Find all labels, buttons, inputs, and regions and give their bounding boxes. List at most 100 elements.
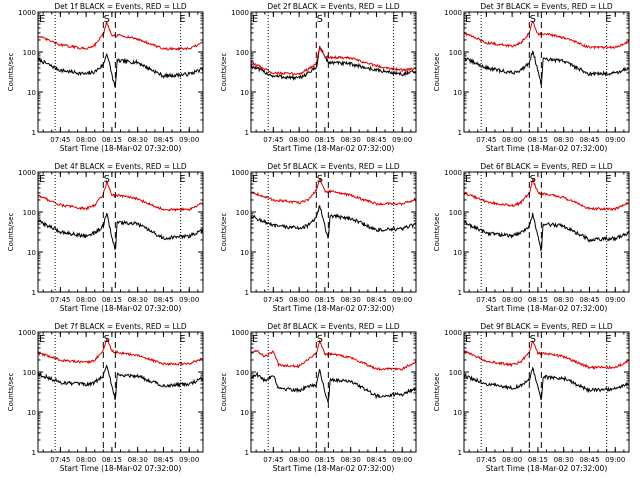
y-tick-label: 10 xyxy=(453,249,462,257)
y-axis-label: Counts/sec xyxy=(433,53,441,92)
eclipse-end-label: E xyxy=(605,14,611,25)
saa-label: S xyxy=(317,174,323,185)
x-tick-label: 08:00 xyxy=(76,456,96,464)
x-tick-label: 08:15 xyxy=(528,296,548,304)
eclipse-start-label: E xyxy=(252,14,258,25)
x-tick-label: 08:00 xyxy=(289,456,309,464)
chart-title: Det 4f BLACK = Events, RED = LLD xyxy=(54,162,187,171)
series-line-lld xyxy=(250,340,417,371)
x-tick-label: 07:45 xyxy=(263,136,283,144)
series-line-events xyxy=(250,204,417,239)
series-line-lld xyxy=(37,21,204,52)
detector-panel: Det 9f BLACK = Events, RED = LLD E S E 1 10 10… xyxy=(426,320,639,480)
saa-label: S xyxy=(530,174,536,185)
x-axis-label: Start Time (18-Mar-02 07:32:00) xyxy=(486,144,608,153)
chart-title: Det 3f BLACK = Events, RED = LLD xyxy=(480,2,613,11)
x-axis-label: Start Time (18-Mar-02 07:32:00) xyxy=(60,304,182,313)
y-axis-label: Counts/sec xyxy=(220,213,228,252)
y-tick-label: 1000 xyxy=(444,169,462,177)
x-tick-label: 08:30 xyxy=(341,456,361,464)
detector-panel: Det 5f BLACK = Events, RED = LLD E S E 1 10 10… xyxy=(213,160,426,320)
x-tick-label: 09:00 xyxy=(392,136,412,144)
detector-chart: Det 4f BLACK = Events, RED = LLD E S E 1 10 10… xyxy=(7,162,204,313)
eclipse-start-label: E xyxy=(39,334,45,345)
x-tick-label: 08:45 xyxy=(579,136,599,144)
x-tick-label: 08:30 xyxy=(128,296,148,304)
x-tick-label: 07:45 xyxy=(476,296,496,304)
eclipse-end-label: E xyxy=(392,334,398,345)
x-tick-label: 08:45 xyxy=(366,456,386,464)
y-tick-label: 100 xyxy=(23,369,36,377)
x-axis-label: Start Time (18-Mar-02 07:32:00) xyxy=(273,464,395,473)
x-tick-label: 08:15 xyxy=(102,136,122,144)
y-tick-label: 1 xyxy=(458,449,462,457)
y-tick-label: 100 xyxy=(236,209,249,217)
saa-label: S xyxy=(317,334,323,345)
y-axis-label: Counts/sec xyxy=(7,373,15,412)
series-line-events xyxy=(463,212,630,252)
y-tick-label: 100 xyxy=(23,49,36,57)
y-tick-label: 10 xyxy=(240,249,249,257)
eclipse-start-label: E xyxy=(465,334,471,345)
y-tick-label: 10 xyxy=(453,409,462,417)
eclipse-start-label: E xyxy=(39,14,45,25)
x-tick-label: 09:00 xyxy=(605,296,625,304)
x-axis-label: Start Time (18-Mar-02 07:32:00) xyxy=(60,464,182,473)
plot-frame xyxy=(463,11,630,133)
y-tick-label: 1 xyxy=(245,129,249,137)
eclipse-start-label: E xyxy=(252,174,258,185)
detector-panel: Det 8f BLACK = Events, RED = LLD E S E 1 10 10… xyxy=(213,320,426,480)
series-line-lld xyxy=(250,178,417,207)
chart-title: Det 7f BLACK = Events, RED = LLD xyxy=(54,322,187,331)
y-tick-label: 1 xyxy=(32,449,36,457)
y-tick-label: 1 xyxy=(32,289,36,297)
plot-frame xyxy=(463,331,630,453)
series-line-lld xyxy=(250,45,417,76)
y-axis-label: Counts/sec xyxy=(7,53,15,92)
series-line-lld xyxy=(463,340,630,370)
eclipse-end-label: E xyxy=(392,14,398,25)
y-axis-label: Counts/sec xyxy=(433,373,441,412)
y-tick-label: 100 xyxy=(449,49,462,57)
x-tick-label: 08:45 xyxy=(579,296,599,304)
y-tick-label: 1000 xyxy=(18,169,36,177)
y-tick-label: 100 xyxy=(449,369,462,377)
detector-panel: Det 2f BLACK = Events, RED = LLD E S E 1 10 10… xyxy=(213,0,426,160)
detector-panel: Det 3f BLACK = Events, RED = LLD E S E 1 10 10… xyxy=(426,0,639,160)
x-axis-label: Start Time (18-Mar-02 07:32:00) xyxy=(486,464,608,473)
eclipse-start-label: E xyxy=(39,174,45,185)
x-tick-label: 08:15 xyxy=(315,136,335,144)
x-tick-label: 08:30 xyxy=(341,136,361,144)
y-tick-label: 100 xyxy=(236,49,249,57)
plot-frame xyxy=(250,331,417,453)
chart-title: Det 2f BLACK = Events, RED = LLD xyxy=(267,2,400,11)
series-line-lld xyxy=(37,337,204,367)
x-tick-label: 07:45 xyxy=(263,296,283,304)
x-tick-label: 08:00 xyxy=(502,296,522,304)
saa-label: S xyxy=(104,174,110,185)
x-tick-label: 08:45 xyxy=(366,296,386,304)
series-line-events xyxy=(463,50,630,86)
x-tick-label: 08:15 xyxy=(528,136,548,144)
x-axis-label: Start Time (18-Mar-02 07:32:00) xyxy=(60,144,182,153)
y-tick-label: 1000 xyxy=(231,9,249,17)
eclipse-start-label: E xyxy=(465,174,471,185)
saa-label: S xyxy=(317,14,323,25)
eclipse-end-label: E xyxy=(605,334,611,345)
detector-chart: Det 3f BLACK = Events, RED = LLD E S E 1 10 10… xyxy=(433,2,630,153)
x-tick-label: 09:00 xyxy=(179,136,199,144)
y-tick-label: 10 xyxy=(27,89,36,97)
y-tick-label: 100 xyxy=(236,369,249,377)
eclipse-end-label: E xyxy=(179,174,185,185)
x-tick-label: 08:45 xyxy=(579,456,599,464)
y-tick-label: 1 xyxy=(458,129,462,137)
x-tick-label: 09:00 xyxy=(605,456,625,464)
x-tick-label: 09:00 xyxy=(179,296,199,304)
y-tick-label: 10 xyxy=(453,89,462,97)
x-tick-label: 08:45 xyxy=(153,296,173,304)
detector-panel: Det 6f BLACK = Events, RED = LLD E S E 1 10 10… xyxy=(426,160,639,320)
x-tick-label: 08:45 xyxy=(153,456,173,464)
plot-frame xyxy=(37,11,204,133)
x-tick-label: 08:00 xyxy=(289,136,309,144)
plot-frame xyxy=(37,331,204,453)
